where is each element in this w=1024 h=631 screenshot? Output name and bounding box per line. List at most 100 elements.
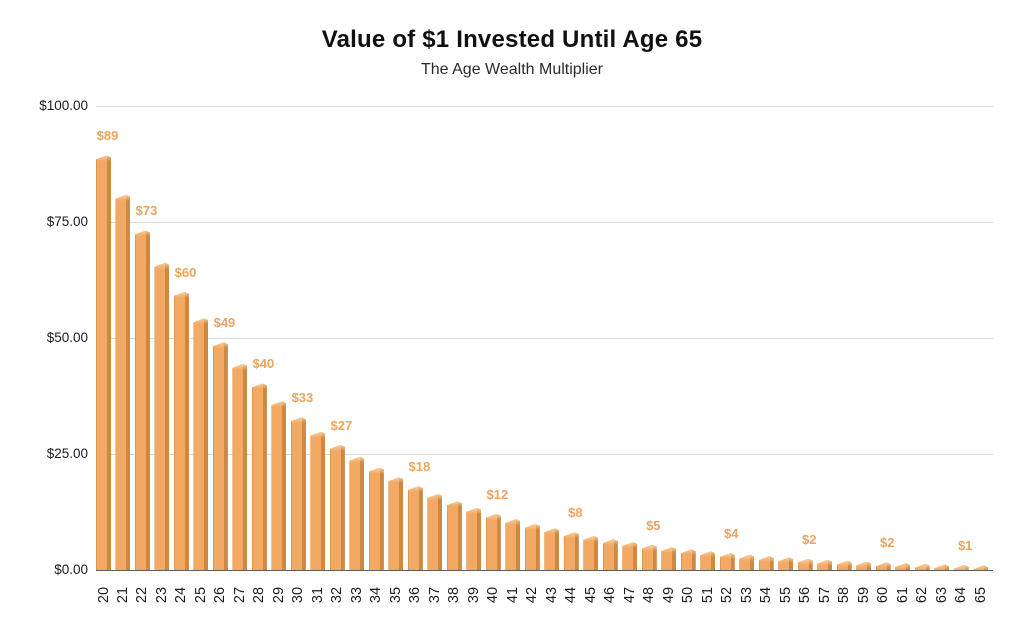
bar-age-26 [212,342,228,570]
x-tick-label: 65 [972,586,989,604]
x-tick-label: 50 [680,586,697,604]
bar-age-38 [446,501,462,570]
x-tick-label: 32 [329,586,346,604]
x-tick-label: 21 [114,586,131,604]
x-tick-label: 38 [446,586,463,604]
bar-age-61 [895,563,911,570]
x-tick-label: 45 [582,586,599,604]
data-label-age-24: $60 [174,264,197,280]
y-tick-label: $100.00 [39,98,88,113]
data-label-age-40: $12 [486,486,509,502]
y-tick-label: $0.00 [54,562,88,577]
x-tick-label: 52 [719,586,736,604]
x-tick-label: 64 [953,586,970,604]
x-tick-label: 41 [504,586,521,604]
x-tick-label: 25 [192,586,209,604]
bar-age-65 [973,565,989,570]
bar-age-34 [368,467,384,570]
x-axis-line [96,570,993,571]
data-label-age-60: $2 [879,535,895,551]
data-label-age-32: $27 [330,417,353,433]
bar-age-46 [602,539,618,570]
bar-age-42 [524,523,540,570]
bar-age-25 [193,318,209,570]
bar-age-30 [290,417,306,570]
x-tick-label: 47 [621,586,638,604]
bar-age-56 [797,558,813,570]
bar-age-31 [310,431,326,570]
x-tick-label: 44 [563,586,580,604]
bar-age-36 [407,486,423,570]
data-label-age-20: $89 [96,128,119,144]
data-label-age-52: $4 [724,526,739,542]
x-tick-label: 24 [173,586,190,604]
x-tick-label: 61 [894,586,911,604]
bar-age-49 [661,547,677,570]
data-label-age-22: $73 [135,203,158,219]
x-tick-label: 62 [914,586,931,604]
bar-age-59 [856,561,872,570]
bar-age-40 [485,513,501,570]
bar-age-37 [427,494,443,570]
bar-age-55 [778,557,794,570]
chart-title: Value of $1 Invested Until Age 65 [321,26,703,53]
bar-age-29 [271,401,287,570]
x-tick-label: 31 [309,586,326,604]
x-tick-label: 56 [797,586,814,604]
x-tick-label: 54 [758,586,775,604]
x-tick-label: 48 [641,586,658,604]
x-tick-label: 42 [524,586,541,604]
bar-age-47 [622,542,638,570]
bar-age-60 [875,562,891,570]
bar-age-44 [563,532,579,570]
bar-age-53 [739,554,755,570]
bar-age-54 [758,556,774,570]
bar-age-63 [934,564,950,570]
bar-age-39 [466,507,482,570]
x-tick-label: 35 [387,586,404,604]
bar-age-21 [115,194,131,570]
x-tick-label: 40 [485,586,502,604]
bar-age-24 [173,291,189,570]
gridline-75 [96,221,993,223]
gridline-100 [96,105,993,107]
bar-age-43 [544,528,560,570]
x-tick-label: 43 [543,586,560,604]
x-tick-label: 36 [407,586,424,604]
x-tick-label: 53 [738,586,755,604]
x-tick-label: 63 [933,586,950,604]
bar-age-51 [700,551,716,570]
x-tick-label: 57 [816,586,833,604]
data-label-age-36: $18 [408,459,431,475]
x-tick-label: 59 [855,586,872,604]
data-label-age-26: $49 [213,315,236,331]
data-label-age-56: $2 [802,531,817,547]
bar-age-41 [505,519,521,570]
bar-age-45 [583,535,599,570]
x-tick-label: 39 [465,586,482,604]
x-tick-label: 34 [368,586,385,604]
bar-age-62 [914,563,930,570]
x-tick-label: 55 [777,586,794,604]
x-tick-label: 33 [348,586,365,604]
bar-age-64 [953,564,969,570]
gridline-50 [96,337,993,339]
y-tick-label: $75.00 [46,214,88,229]
data-label-age-30: $33 [291,390,314,406]
x-tick-label: 27 [231,586,248,604]
bar-age-35 [388,477,404,570]
x-tick-label: 20 [95,586,112,604]
bar-age-28 [251,383,267,570]
x-tick-label: 28 [251,586,268,604]
bar-age-20 [96,155,111,570]
chart-subtitle: The Age Wealth Multiplier [420,61,603,78]
bar-age-22 [134,230,150,570]
bar-age-23 [154,262,170,570]
data-label-age-44: $8 [568,505,583,521]
bar-age-27 [232,363,248,570]
bar-age-33 [349,456,365,570]
bar-age-32 [329,444,345,570]
x-tick-label: 23 [153,586,170,604]
